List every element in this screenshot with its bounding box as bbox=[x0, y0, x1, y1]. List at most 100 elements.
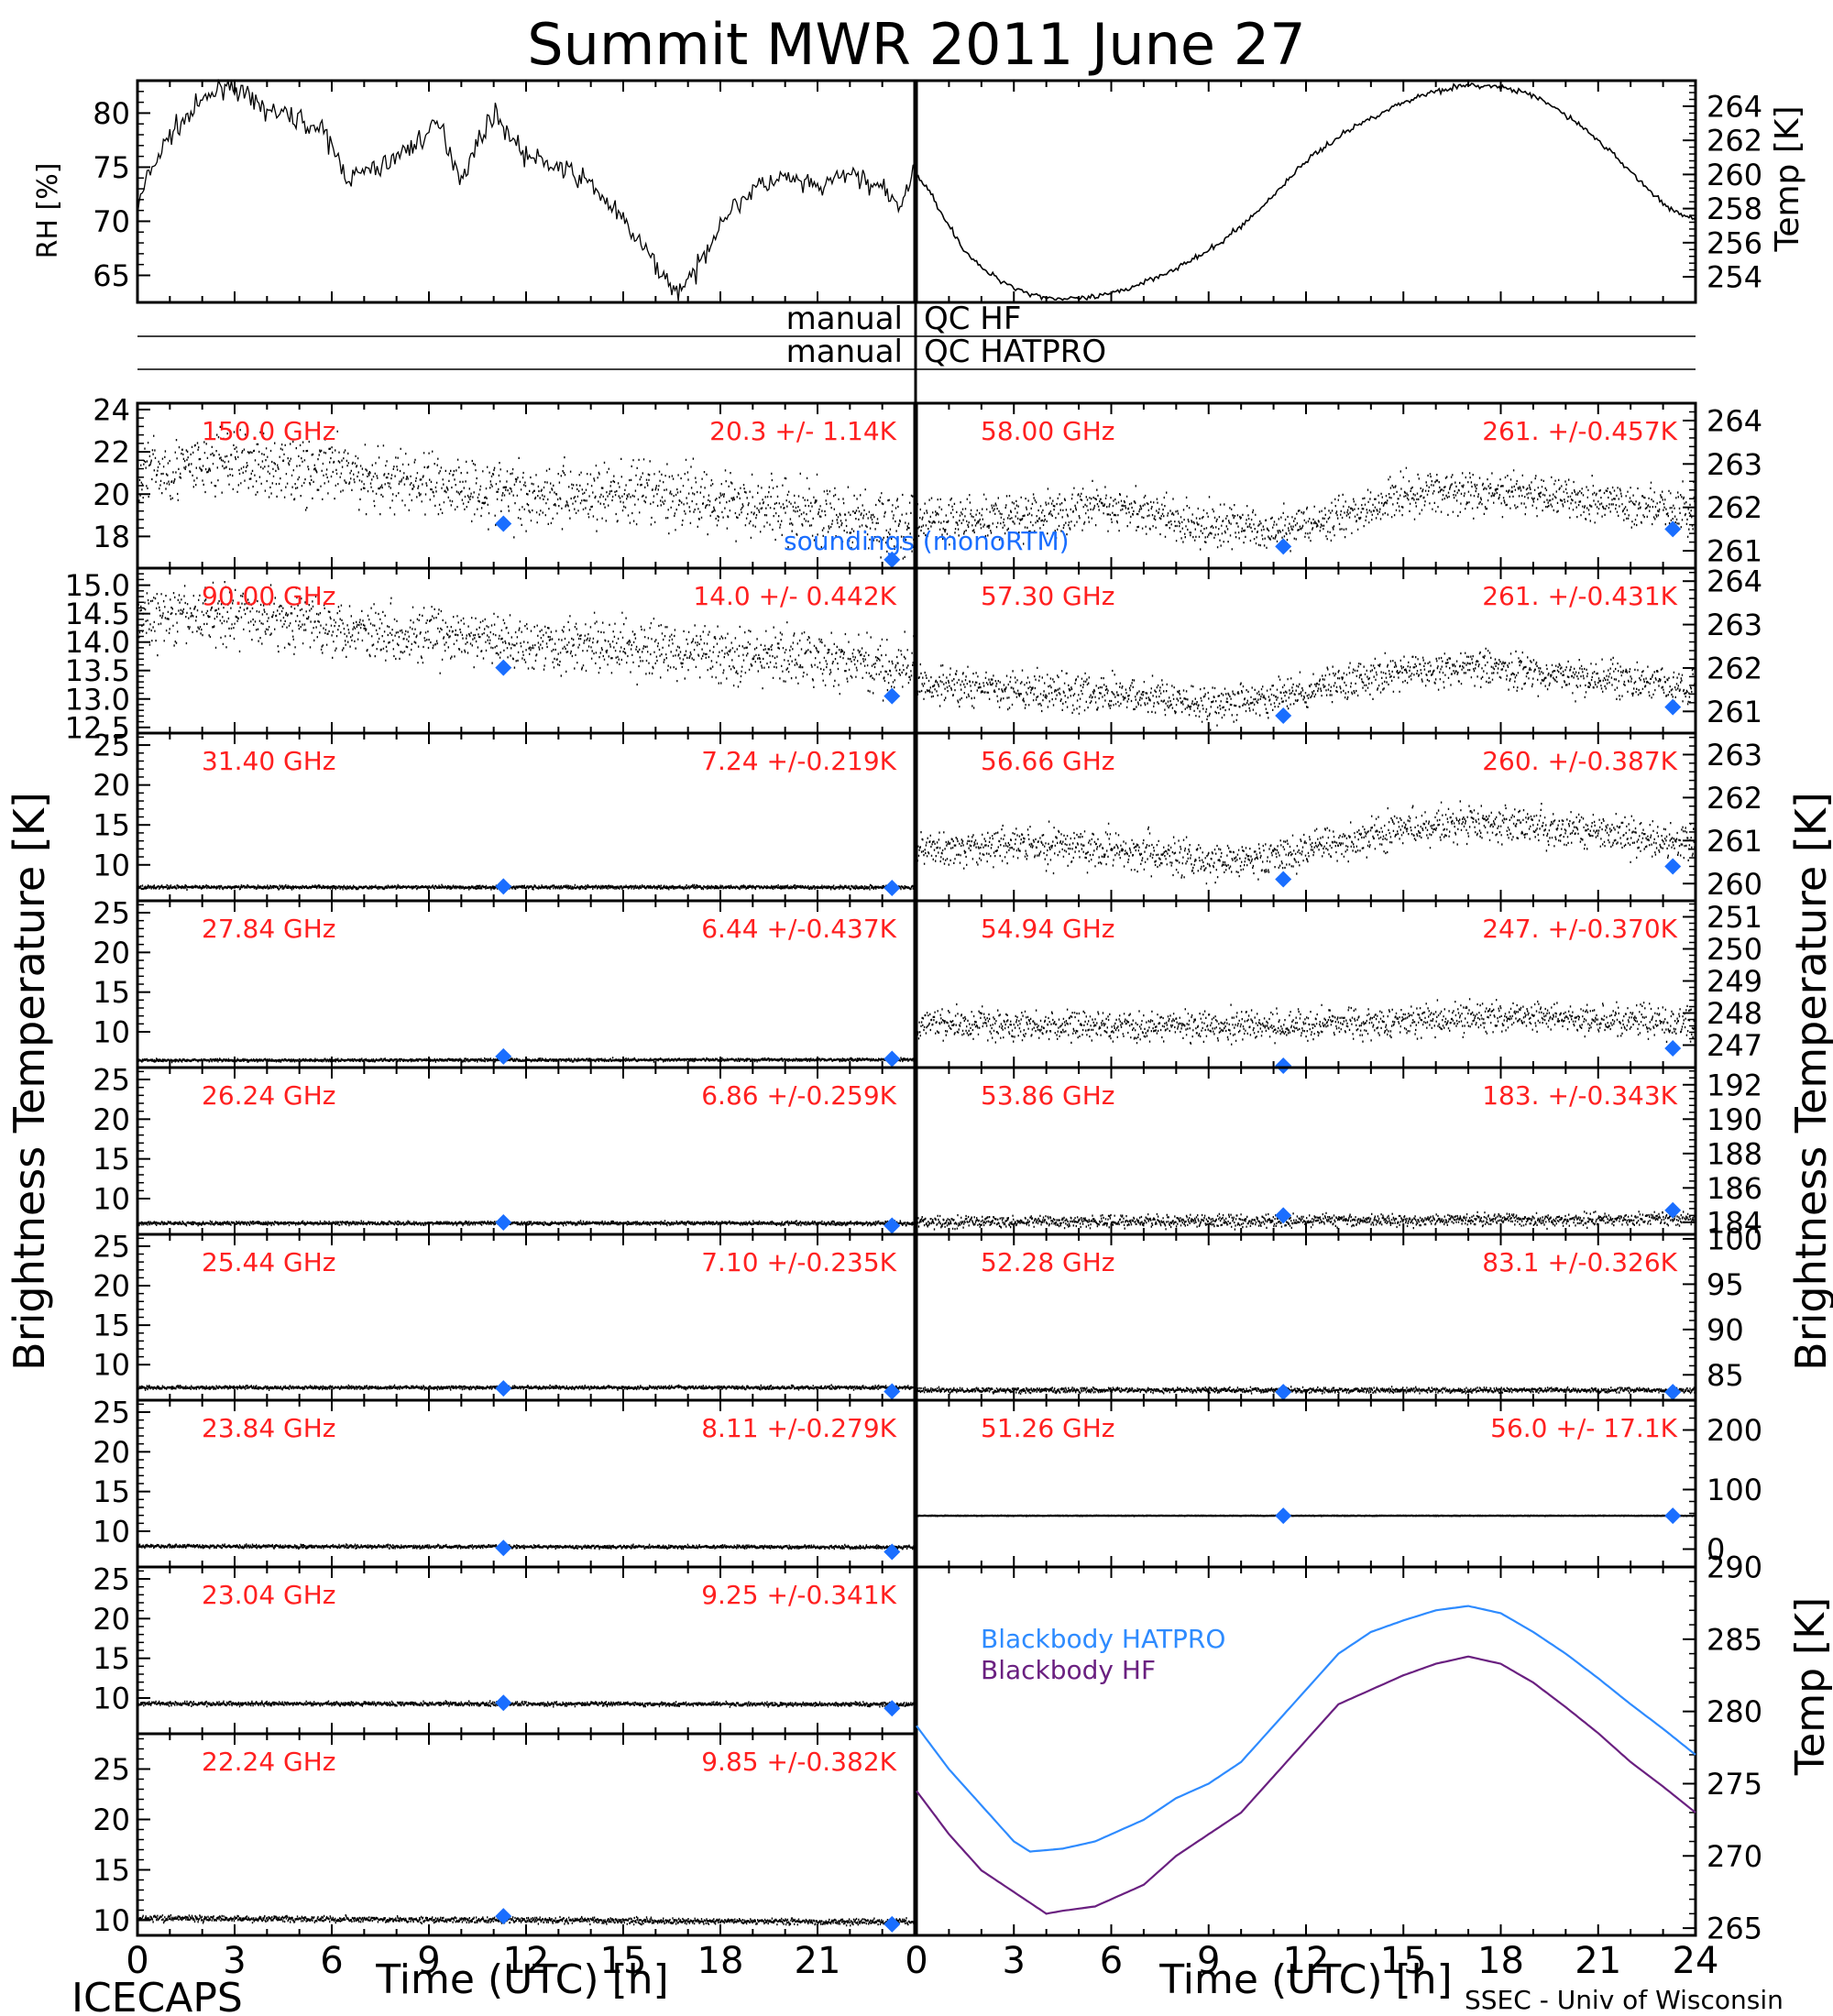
data-points bbox=[137, 1913, 916, 1927]
y-tick-label: 248 bbox=[1707, 996, 1762, 1031]
data-points bbox=[137, 1220, 916, 1227]
y-tick-label: 18 bbox=[93, 520, 130, 554]
y-tick-label: 10 bbox=[93, 1348, 130, 1383]
channel-stat-label: 260. +/-0.387K bbox=[1482, 746, 1677, 776]
y-tick-label: 80 bbox=[93, 96, 130, 131]
y-tick-label: 22 bbox=[93, 435, 130, 470]
channel-points-16 bbox=[916, 1384, 1696, 1401]
y-tick-label: 262 bbox=[1707, 781, 1762, 816]
y-tick-label: 10 bbox=[93, 1515, 130, 1550]
channel-panel-10-xticks bbox=[137, 1734, 916, 1935]
y-tick-label: 65 bbox=[93, 258, 130, 293]
y-tick-label: 25 bbox=[93, 729, 130, 763]
channel-points-9 bbox=[137, 1694, 916, 1717]
y-tick-label: 25 bbox=[93, 896, 130, 931]
data-points bbox=[137, 424, 916, 560]
y-axis-right: 261 262 263 264 bbox=[1683, 402, 1762, 569]
sounding-marker bbox=[884, 1383, 901, 1400]
x-tick-label: 9 bbox=[417, 1940, 440, 1982]
sounding-marker bbox=[884, 551, 901, 568]
y-tick-label: 14.0 bbox=[65, 625, 130, 660]
channel-points-3 bbox=[137, 581, 916, 705]
y-tick-label: 264 bbox=[1707, 403, 1762, 438]
sounding-marker bbox=[1275, 707, 1292, 725]
channel-stat-label: 6.44 +/-0.437K bbox=[701, 914, 896, 944]
channel-frequency-label: 58.00 GHz bbox=[981, 416, 1115, 446]
sounding-marker bbox=[884, 1050, 901, 1068]
y-tick-label: 15 bbox=[93, 1142, 130, 1177]
y-tick-label: 15 bbox=[93, 808, 130, 843]
xlabel-right: Time (UTC) [h] bbox=[1158, 1956, 1452, 2003]
channel-frequency-label: 51.26 GHz bbox=[981, 1413, 1115, 1443]
y-tick-label: 70 bbox=[93, 204, 130, 239]
y-tick-label: 260 bbox=[1707, 867, 1762, 902]
y-tick-label: 263 bbox=[1707, 738, 1762, 772]
sounding-marker bbox=[1275, 538, 1292, 555]
y-tick-label: 247 bbox=[1707, 1028, 1762, 1063]
y-tick-label: 20 bbox=[93, 1269, 130, 1304]
y-tick-label: 100 bbox=[1707, 1473, 1762, 1507]
sounding-marker bbox=[884, 1217, 901, 1234]
y-tick-label: 25 bbox=[93, 1063, 130, 1098]
y-tick-label: 260 bbox=[1707, 158, 1762, 192]
y-tick-label: 192 bbox=[1707, 1068, 1762, 1102]
rh-series bbox=[137, 78, 916, 301]
sounding-marker bbox=[884, 1543, 901, 1561]
x-tick-label: 0 bbox=[126, 1940, 148, 1982]
sounding-marker bbox=[495, 1047, 512, 1065]
channel-stat-label: 6.86 +/-0.259K bbox=[701, 1080, 896, 1111]
y-tick-label: 10 bbox=[93, 848, 130, 882]
y-tick-label: 25 bbox=[93, 1562, 130, 1597]
channel-points-8 bbox=[137, 1539, 916, 1561]
legend-blackbody-hf: Blackbody HF bbox=[981, 1655, 1156, 1685]
x-tick-label: 12 bbox=[1283, 1940, 1330, 1982]
y-tick-label: 20 bbox=[93, 1602, 130, 1637]
brightness-temperature-right-label: Brightness Temperature [K] bbox=[1786, 792, 1833, 1371]
x-tick-label: 24 bbox=[1673, 1940, 1719, 1982]
channel-points-17 bbox=[916, 1507, 1696, 1525]
channel-stat-label: 261. +/-0.457K bbox=[1482, 416, 1677, 446]
rh-axis-label: RH [%] bbox=[32, 163, 64, 259]
data-line bbox=[916, 82, 1696, 301]
channel-stat-label: 14.0 +/- 0.442K bbox=[693, 581, 896, 611]
footer-ssec: SSEC - Univ of Wisconsin bbox=[1465, 1985, 1784, 2015]
channel-stat-label: 83.1 +/-0.326K bbox=[1482, 1247, 1677, 1277]
y-axis-left: 18 20 22 24 bbox=[93, 392, 150, 554]
y-tick-label: 275 bbox=[1707, 1767, 1762, 1802]
y-tick-label: 20 bbox=[93, 1102, 130, 1137]
y-axis-right: 85 90 95 100 bbox=[1683, 1222, 1762, 1393]
x-tick-label: 21 bbox=[1575, 1940, 1621, 1982]
y-tick-label: 95 bbox=[1707, 1267, 1744, 1302]
y-tick-label: 15 bbox=[93, 1474, 130, 1509]
y-tick-label: 20 bbox=[93, 936, 130, 970]
y-tick-label: 263 bbox=[1707, 608, 1762, 642]
air-temp-panel-xticks bbox=[916, 81, 1696, 302]
x-tick-label: 12 bbox=[503, 1940, 550, 1982]
channel-frequency-label: 27.84 GHz bbox=[202, 914, 336, 944]
data-points bbox=[137, 1700, 916, 1708]
channel-stat-label: 261. +/-0.431K bbox=[1482, 581, 1677, 611]
data-points bbox=[137, 883, 916, 891]
y-tick-label: 186 bbox=[1707, 1171, 1762, 1206]
data-line bbox=[137, 78, 916, 301]
x-tick-label: 3 bbox=[1003, 1940, 1026, 1982]
y-tick-label: 290 bbox=[1707, 1550, 1762, 1585]
sounding-legend-label: soundings (monoRTM) bbox=[784, 526, 1070, 556]
channel-panel-13-xticks bbox=[916, 733, 1696, 901]
sounding-marker bbox=[1275, 1384, 1292, 1401]
data-points bbox=[137, 1384, 916, 1391]
channel-frequency-label: 23.84 GHz bbox=[202, 1413, 336, 1443]
y-tick-label: 25 bbox=[93, 1229, 130, 1264]
y-tick-label: 90 bbox=[1707, 1312, 1744, 1347]
sounding-marker bbox=[1664, 520, 1682, 538]
y-tick-label: 15 bbox=[93, 1641, 130, 1676]
y-tick-label: 24 bbox=[93, 392, 130, 427]
y-tick-label: 12.5 bbox=[65, 710, 130, 745]
blackbody-hf-line bbox=[916, 1655, 1696, 1915]
data-points bbox=[916, 800, 1696, 885]
sounding-marker bbox=[1664, 1507, 1682, 1525]
y-axis-right: 260 261 262 263 bbox=[1683, 736, 1762, 902]
